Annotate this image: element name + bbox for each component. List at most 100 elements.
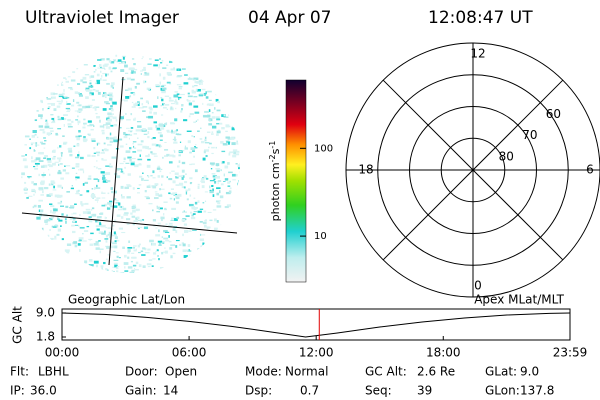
pixel bbox=[51, 117, 55, 120]
pixel bbox=[96, 228, 100, 231]
pixel bbox=[101, 232, 106, 235]
pixel bbox=[68, 150, 73, 153]
pixel bbox=[65, 172, 70, 175]
pixel bbox=[205, 91, 207, 95]
pixel bbox=[88, 85, 94, 88]
pixel bbox=[65, 80, 69, 83]
pixel bbox=[212, 188, 214, 192]
pixel bbox=[98, 142, 101, 145]
info-label: IP: bbox=[10, 384, 25, 398]
pixel bbox=[139, 154, 141, 157]
pixel bbox=[211, 146, 215, 149]
pixel bbox=[156, 129, 162, 132]
pixel bbox=[112, 205, 118, 208]
pixel bbox=[123, 115, 125, 117]
pixel bbox=[82, 76, 87, 80]
pixel bbox=[87, 120, 92, 123]
pixel bbox=[153, 197, 159, 200]
lat-label: 70 bbox=[522, 128, 537, 142]
pixel bbox=[162, 67, 167, 69]
pixel bbox=[46, 132, 52, 136]
pixel bbox=[80, 201, 83, 204]
pixel bbox=[225, 136, 230, 139]
pixel bbox=[44, 219, 48, 223]
pixel bbox=[49, 203, 53, 205]
pixel bbox=[193, 210, 198, 213]
pixel bbox=[142, 247, 146, 250]
pixel bbox=[92, 213, 97, 217]
pixel bbox=[100, 58, 105, 61]
pixel bbox=[108, 231, 111, 235]
pixel bbox=[74, 110, 80, 112]
pixel bbox=[176, 93, 180, 95]
pixel bbox=[129, 95, 132, 98]
pixel bbox=[116, 169, 120, 171]
pixel bbox=[124, 254, 127, 258]
pixel bbox=[109, 205, 114, 208]
pixel bbox=[63, 89, 65, 92]
pixel bbox=[149, 108, 153, 111]
pixel bbox=[78, 135, 82, 137]
pixel bbox=[123, 157, 126, 161]
pixel bbox=[130, 78, 135, 81]
pixel bbox=[161, 59, 164, 62]
pixel bbox=[137, 164, 142, 166]
pixel bbox=[223, 116, 229, 118]
pixel bbox=[174, 91, 178, 93]
pixel bbox=[154, 59, 159, 61]
pixel bbox=[111, 190, 114, 194]
pixel bbox=[57, 194, 63, 198]
pixel bbox=[105, 96, 107, 99]
pixel bbox=[57, 218, 60, 220]
pixel bbox=[210, 168, 213, 170]
pixel bbox=[44, 125, 50, 129]
pixel bbox=[228, 142, 230, 145]
pixel bbox=[160, 62, 163, 64]
pixel bbox=[214, 180, 217, 184]
pixel bbox=[70, 88, 74, 91]
pixel bbox=[175, 196, 180, 200]
pixel bbox=[156, 211, 161, 213]
pixel bbox=[65, 205, 69, 208]
pixel bbox=[130, 113, 133, 116]
pixel bbox=[168, 240, 172, 243]
pixel bbox=[72, 99, 75, 102]
pixel bbox=[178, 86, 183, 88]
info-value: 36.0 bbox=[30, 384, 57, 398]
pixel bbox=[118, 202, 121, 206]
pixel bbox=[151, 152, 156, 155]
pixel bbox=[65, 220, 67, 224]
pixel bbox=[85, 87, 90, 91]
pixel bbox=[183, 186, 186, 189]
pixel bbox=[93, 71, 96, 73]
pixel bbox=[141, 69, 146, 71]
pixel bbox=[181, 107, 183, 111]
pixel bbox=[81, 203, 84, 207]
pixel bbox=[107, 233, 113, 236]
pixel bbox=[190, 216, 196, 220]
pixel bbox=[171, 170, 175, 172]
pixel bbox=[134, 267, 136, 270]
pixel bbox=[153, 121, 158, 124]
pixel bbox=[111, 156, 117, 159]
pixel bbox=[188, 77, 191, 79]
pixel bbox=[72, 71, 76, 74]
pixel bbox=[223, 173, 225, 177]
pixel bbox=[208, 146, 210, 149]
pixel bbox=[91, 99, 95, 101]
pixel bbox=[158, 63, 161, 67]
pixel bbox=[62, 169, 66, 172]
pixel bbox=[91, 207, 95, 210]
lat-ring bbox=[409, 106, 537, 234]
pixel bbox=[38, 199, 43, 202]
pixel bbox=[216, 220, 219, 223]
pixel bbox=[101, 197, 106, 199]
pixel bbox=[215, 93, 220, 96]
pixel bbox=[40, 116, 43, 120]
pixel bbox=[56, 233, 60, 236]
pixel bbox=[104, 216, 106, 220]
pixel bbox=[209, 190, 214, 194]
date: 04 Apr 07 bbox=[248, 8, 331, 28]
pixel bbox=[177, 165, 180, 168]
lat-ring bbox=[440, 137, 506, 203]
